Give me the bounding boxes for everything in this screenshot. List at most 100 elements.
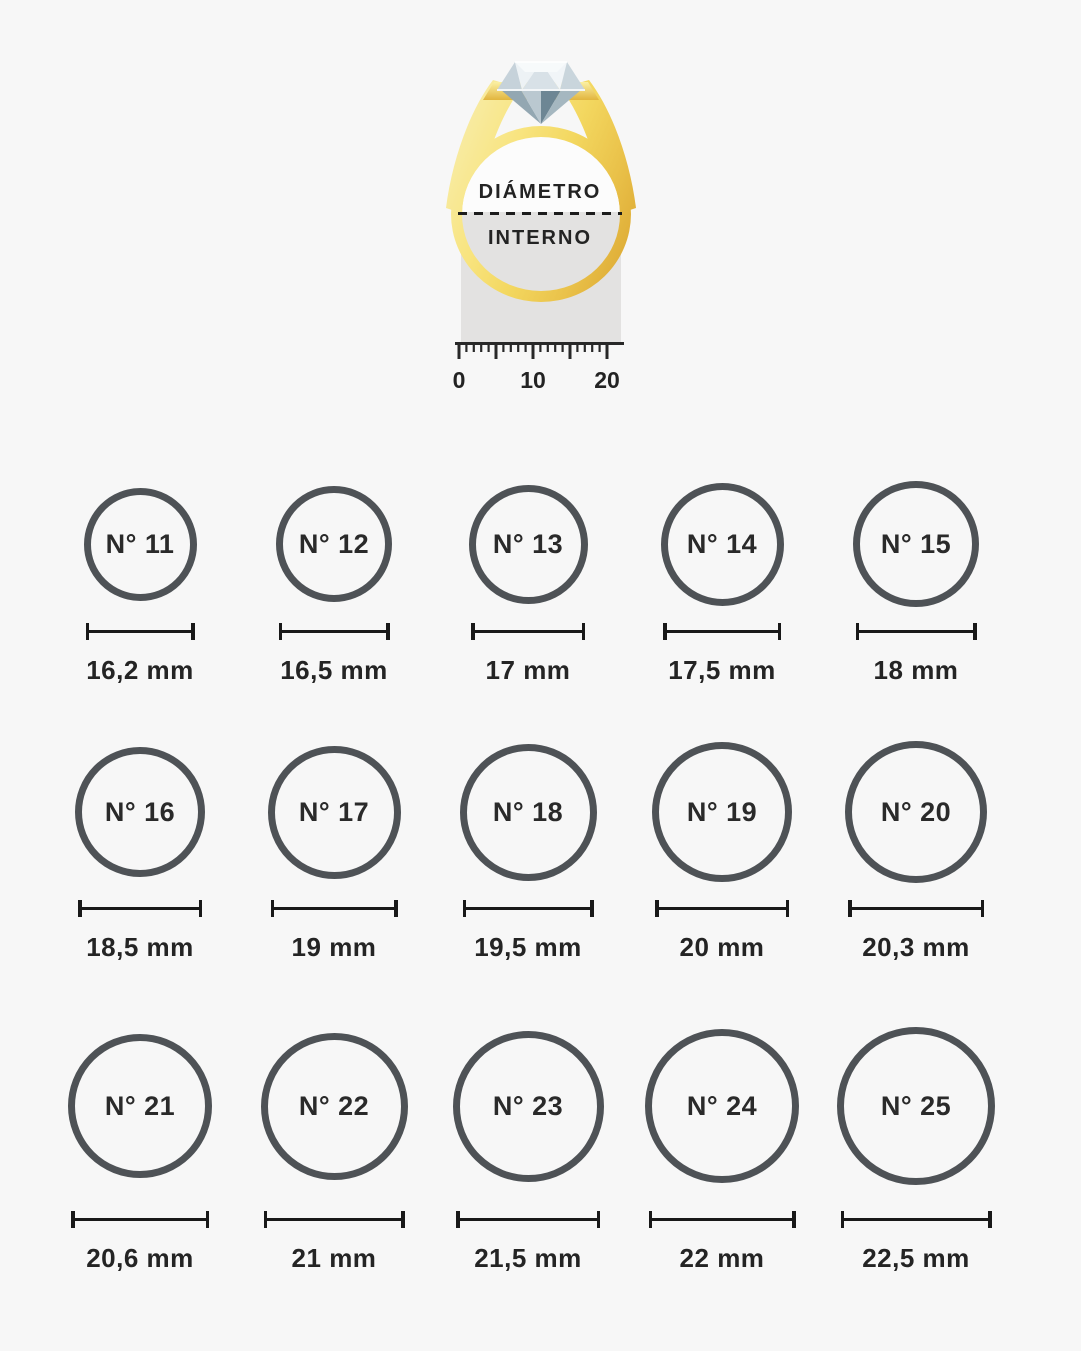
diameter-value-label: 22 mm [679,1243,765,1273]
ring-size-number: N° 16 [104,796,176,827]
ring-size-cell: N° 17 19 mm [237,727,431,962]
ring-size-circle: N° 25 [837,1027,995,1185]
diameter-value-label: 16,5 mm [280,655,388,685]
ring-size-circle: N° 14 [660,482,784,606]
diameter-measure-line [462,900,594,917]
measure-endcap-left [471,623,475,640]
ring-size-number: N° 20 [880,796,952,827]
ring-size-circle-box: N° 20 [845,727,987,897]
size-grid: N° 11 16,2 mm N° 12 16,5 mm N° 13 [43,468,1013,1273]
ring-size-circle: N° 12 [276,486,392,602]
ring-size-number: N° 17 [298,796,370,827]
diameter-measure-line [71,1211,209,1228]
ring-size-number: N° 13 [492,528,564,559]
diameter-value-label: 20,3 mm [862,932,970,962]
ring-size-circle: N° 22 [260,1032,408,1180]
ring-size-circle: N° 17 [267,745,401,879]
measure-endcap-right [581,623,585,640]
measure-endcap-right [386,623,390,640]
measure-endcap-left [655,900,659,917]
diameter-measure-line [840,1211,992,1228]
measure-endcap-right [980,900,984,917]
measure-endcap-right [205,1211,209,1228]
measure-endcap-left [855,623,859,640]
ring-size-circle: N° 13 [468,484,588,604]
diameter-measure-line [848,900,984,917]
diameter-measure-line [85,623,195,640]
ruler-label-0: 0 [453,367,466,393]
measure-endcap-left [663,623,667,640]
ring-size-cell: N° 21 20,6 mm [43,1004,237,1273]
diameter-value-label: 19,5 mm [474,932,582,962]
measure-endcap-left [278,623,282,640]
ring-size-circle-box: N° 18 [459,727,597,897]
diameter-value-label: 18,5 mm [86,932,194,962]
ring-size-cell: N° 14 17,5 mm [625,468,819,685]
ring-size-cell: N° 24 22 mm [625,1004,819,1273]
ring-size-number: N° 11 [105,528,175,559]
ring-size-cell: N° 23 21,5 mm [431,1004,625,1273]
ring-size-number: N° 24 [686,1090,758,1121]
ring-size-cell: N° 19 20 mm [625,727,819,962]
ruler-label-10: 10 [520,367,546,393]
ring-size-number: N° 12 [298,528,370,559]
diamond-icon [497,61,585,124]
ring-size-number: N° 21 [104,1090,176,1121]
ring-size-circle: N° 11 [83,487,197,601]
ring-size-circle-box: N° 25 [837,1004,995,1208]
ring-size-circle-box: N° 23 [452,1004,604,1208]
measure-endcap-right [401,1211,405,1228]
diameter-label-line1: DIÁMETRO [479,180,602,203]
ring-size-number: N° 25 [880,1090,952,1121]
measure-endcap-left [78,900,82,917]
ring-size-cell: N° 22 21 mm [237,1004,431,1273]
ring-size-circle-box: N° 19 [652,727,792,897]
measure-endcap-left [263,1211,267,1228]
ring-size-cell: N° 11 16,2 mm [43,468,237,685]
ring-size-circle: N° 21 [68,1034,212,1178]
measure-endcap-left [462,900,466,917]
diameter-measure-line [655,900,789,917]
ring-size-number: N° 14 [686,528,758,559]
diameter-measure-line [663,623,781,640]
measure-endcap-right [191,623,195,640]
diameter-label-line2: INTERNO [488,227,592,249]
diameter-value-label: 20,6 mm [86,1243,194,1273]
diameter-value-label: 19 mm [291,932,377,962]
diameter-value-label: 22,5 mm [862,1243,970,1273]
ring-size-cell: N° 15 18 mm [819,468,1013,685]
measure-endcap-left [456,1211,460,1228]
ring-size-number: N° 23 [492,1090,564,1121]
measure-endcap-right [785,900,789,917]
measure-endcap-left [270,900,274,917]
ring-size-cell: N° 16 18,5 mm [43,727,237,962]
diameter-value-label: 21,5 mm [474,1243,582,1273]
diameter-value-label: 18 mm [873,655,959,685]
measure-endcap-right [988,1211,992,1228]
ring-size-circle-box: N° 13 [468,468,588,620]
diameter-measure-line [855,623,977,640]
ring-size-cell: N° 18 19,5 mm [431,727,625,962]
ring-size-circle: N° 16 [75,747,205,877]
diameter-value-label: 17 mm [485,655,571,685]
ring-size-circle-box: N° 17 [267,727,401,897]
measure-endcap-right [590,900,594,917]
diameter-measure-line [456,1211,600,1228]
measure-endcap-left [840,1211,844,1228]
measure-endcap-right [596,1211,600,1228]
diameter-measure-line [263,1211,405,1228]
ring-size-circle: N° 24 [645,1029,799,1183]
diameter-value-label: 20 mm [679,932,765,962]
measure-endcap-right [792,1211,796,1228]
ruler-ticks [457,343,609,359]
ring-size-circle-box: N° 14 [660,468,784,620]
measure-endcap-left [71,1211,75,1228]
diameter-value-label: 16,2 mm [86,655,194,685]
ring-size-circle-box: N° 15 [853,468,979,620]
ring-size-circle: N° 15 [853,481,979,607]
ruler: 0 10 20 [453,342,624,393]
measure-endcap-right [198,900,202,917]
ring-size-number: N° 15 [880,528,952,559]
measure-endcap-left [648,1211,652,1228]
